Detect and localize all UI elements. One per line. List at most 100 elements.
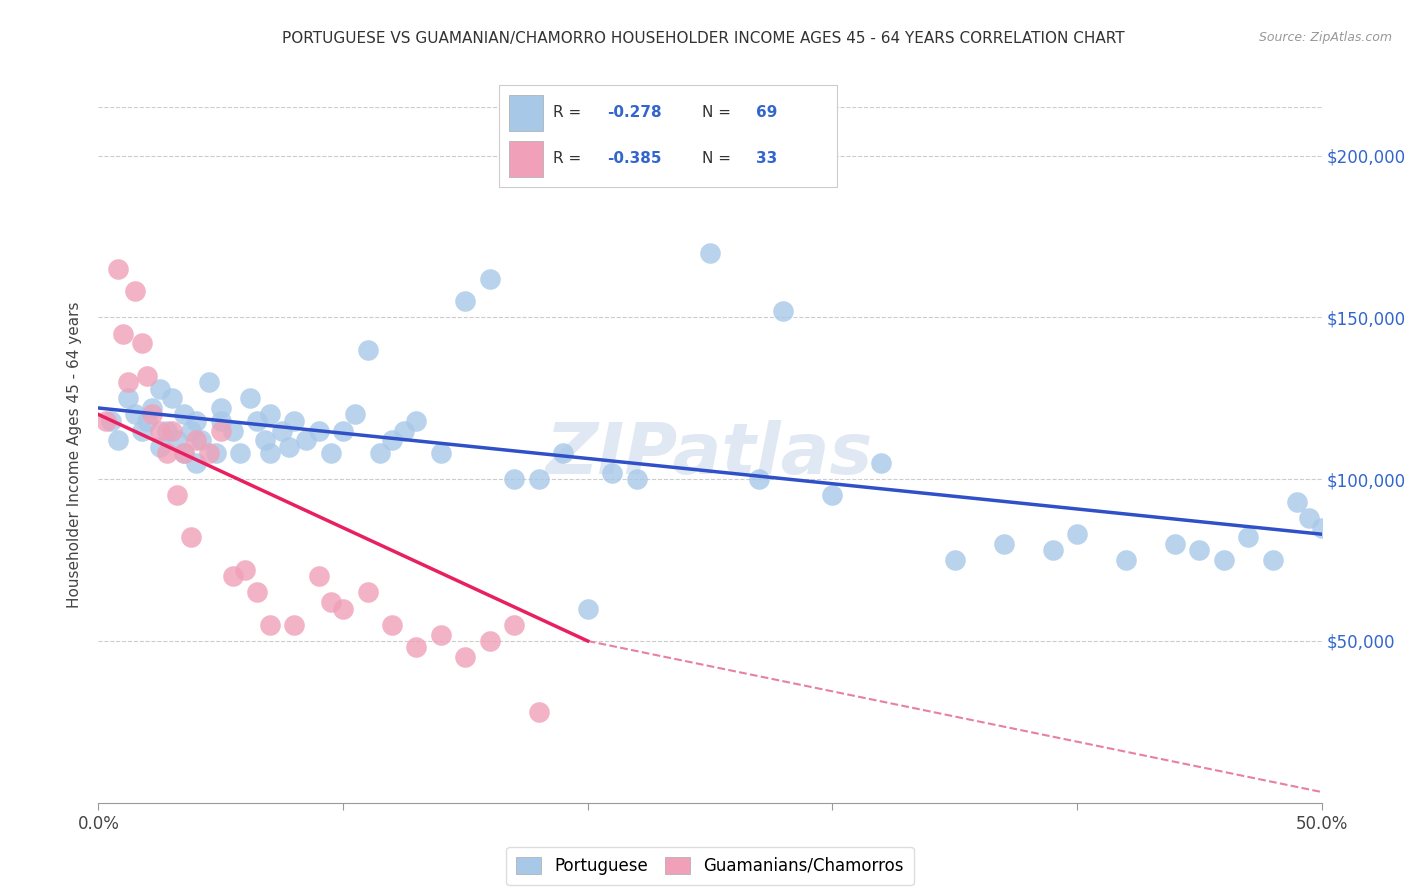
Point (111, 326, 134, 341)
Point (308, 424, 330, 438)
Point (131, 336, 153, 351)
Point (527, 472, 550, 486)
Point (222, 424, 245, 438)
Point (156, 424, 179, 438)
Point (1212, 553, 1234, 567)
Point (278, 440, 301, 454)
Point (503, 472, 526, 486)
Point (160, 424, 183, 438)
Point (308, 569, 330, 583)
Legend: Portuguese, Guamanians/Chamorros: Portuguese, Guamanians/Chamorros (506, 847, 914, 885)
Point (136, 368, 159, 383)
FancyBboxPatch shape (509, 141, 543, 177)
Point (259, 617, 281, 632)
Point (107, 261, 129, 276)
Point (1237, 531, 1260, 545)
Point (356, 343, 378, 357)
Point (405, 414, 427, 428)
Point (222, 569, 245, 583)
Point (229, 446, 252, 460)
Point (209, 424, 232, 438)
Point (392, 424, 416, 438)
Point (149, 382, 172, 396)
Point (356, 585, 378, 599)
Text: N =: N = (702, 105, 735, 120)
Point (600, 466, 623, 480)
Point (233, 563, 256, 577)
Point (319, 446, 342, 460)
Point (332, 424, 354, 438)
Point (478, 634, 501, 648)
Text: R =: R = (553, 105, 586, 120)
Point (1164, 537, 1187, 551)
Point (100, 414, 122, 428)
Text: N =: N = (702, 151, 735, 166)
Point (166, 434, 188, 448)
Text: -0.278: -0.278 (607, 105, 662, 120)
Point (454, 294, 477, 309)
Point (503, 617, 526, 632)
Point (209, 401, 232, 415)
Point (131, 424, 153, 438)
Point (173, 408, 195, 422)
Point (319, 595, 342, 609)
Text: 33: 33 (755, 151, 778, 166)
Point (117, 392, 139, 406)
Point (190, 434, 212, 448)
Point (246, 414, 269, 428)
Point (699, 245, 721, 260)
Point (821, 488, 844, 502)
Point (1286, 495, 1309, 509)
Point (295, 434, 318, 448)
Point (283, 617, 305, 632)
Point (124, 408, 146, 422)
Point (149, 440, 172, 454)
Point (186, 456, 208, 470)
Point (239, 392, 262, 406)
Point (253, 434, 276, 448)
Point (381, 434, 404, 448)
Text: -0.385: -0.385 (607, 151, 662, 166)
Point (186, 434, 208, 448)
Point (748, 472, 770, 486)
Point (405, 640, 427, 655)
Text: PORTUGUESE VS GUAMANIAN/CHAMORRO HOUSEHOLDER INCOME AGES 45 - 64 YEARS CORRELATI: PORTUGUESE VS GUAMANIAN/CHAMORRO HOUSEHO… (281, 31, 1125, 46)
Point (368, 446, 391, 460)
Point (197, 446, 219, 460)
Point (1115, 553, 1137, 567)
Point (430, 446, 453, 460)
Point (772, 304, 794, 318)
Point (553, 446, 575, 460)
Point (141, 401, 163, 415)
Point (180, 531, 202, 545)
Text: ZIPatlas: ZIPatlas (547, 420, 873, 490)
Point (94, 414, 117, 428)
Point (943, 553, 966, 567)
Point (209, 414, 232, 428)
Text: Source: ZipAtlas.com: Source: ZipAtlas.com (1258, 31, 1392, 45)
Point (430, 627, 453, 641)
Point (141, 408, 163, 422)
Point (149, 424, 172, 438)
Point (124, 285, 146, 299)
Point (576, 601, 599, 615)
Point (197, 375, 219, 389)
Point (156, 446, 179, 460)
Point (283, 414, 305, 428)
Point (246, 585, 269, 599)
Point (259, 408, 281, 422)
Point (1188, 543, 1211, 558)
Point (1042, 543, 1064, 558)
Point (454, 650, 477, 665)
Point (117, 375, 139, 389)
Point (344, 408, 367, 422)
Point (107, 434, 129, 448)
Point (205, 446, 228, 460)
Point (527, 705, 550, 719)
Point (478, 271, 501, 285)
Point (173, 446, 195, 460)
Point (166, 488, 188, 502)
Point (381, 617, 404, 632)
Point (1310, 521, 1333, 535)
Point (1066, 527, 1088, 541)
